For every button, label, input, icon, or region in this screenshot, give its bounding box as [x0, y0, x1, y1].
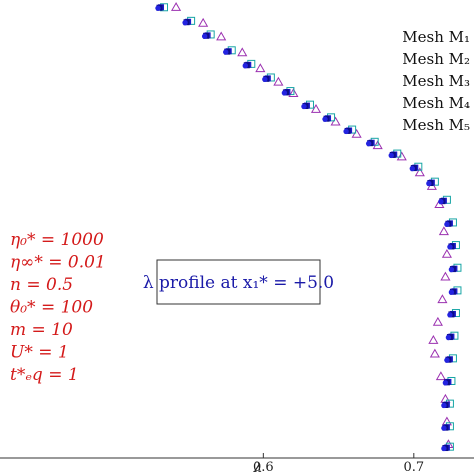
- data-point: [281, 90, 288, 96]
- data-point: [441, 248, 452, 258]
- data-point: [441, 425, 447, 431]
- data-point: [330, 116, 341, 126]
- annotation-frame: [156, 259, 321, 305]
- data-markers: [155, 2, 462, 452]
- parameter-line: n = 0.5: [10, 275, 73, 295]
- data-point: [262, 76, 268, 82]
- legend-entry: Mesh M₂: [402, 50, 470, 68]
- parameter-line: η₀* = 1000: [10, 230, 104, 250]
- parameter-line: η∞* = 0.01: [10, 253, 106, 273]
- data-point: [237, 47, 248, 57]
- data-point: [273, 76, 284, 86]
- data-point: [388, 152, 394, 159]
- data-point: [198, 17, 209, 27]
- data-point: [409, 165, 416, 172]
- series-5: [155, 5, 455, 452]
- annotation-text: λ profile at x₁* = +5.0: [143, 273, 334, 293]
- x-tick-label: 0.6: [253, 460, 274, 474]
- legend-entry: Mesh M₅: [402, 116, 470, 134]
- data-point: [242, 63, 248, 69]
- data-point: [438, 198, 444, 205]
- data-point: [447, 244, 453, 250]
- data-point: [288, 88, 299, 97]
- legend: Mesh M₁ Mesh M₂ Mesh M₃ Mesh M₄ Mesh M₅: [402, 28, 470, 134]
- parameter-line: t*ₑq = 1: [10, 365, 79, 385]
- data-point: [201, 33, 208, 39]
- data-point: [448, 266, 455, 273]
- data-point: [444, 357, 450, 363]
- legend-entry: Mesh M₄: [402, 94, 470, 112]
- data-point: [445, 334, 452, 341]
- data-point: [441, 445, 447, 452]
- data-point: [441, 402, 447, 409]
- data-point: [310, 103, 322, 113]
- data-point: [155, 5, 161, 11]
- data-point: [343, 128, 349, 135]
- annotation-box: λ profile at x₁* = +5.0: [143, 259, 334, 305]
- data-point: [432, 316, 443, 326]
- data-point: [365, 140, 372, 147]
- x-tick-label: 0.7: [403, 460, 424, 474]
- legend-entry: Mesh M₁: [402, 28, 470, 46]
- data-point: [437, 294, 448, 304]
- parameter-line: U* = 1: [10, 343, 69, 363]
- data-point: [223, 49, 229, 55]
- legend-entry: Mesh M₃: [402, 72, 470, 90]
- data-point: [396, 151, 407, 161]
- data-point: [435, 371, 446, 381]
- data-point: [448, 289, 455, 295]
- x-axis-label: λ: [253, 460, 263, 474]
- data-point: [351, 128, 362, 138]
- data-point: [170, 2, 182, 11]
- data-point: [255, 63, 266, 73]
- data-point: [429, 348, 440, 358]
- data-point: [444, 221, 450, 227]
- series-1: [170, 2, 454, 449]
- data-point: [438, 226, 449, 236]
- data-point: [426, 180, 432, 187]
- x-ticks: 0.6 0.7: [253, 453, 424, 474]
- parameter-line: m = 10: [10, 320, 73, 340]
- data-point: [447, 312, 453, 318]
- parameter-line: θ₀* = 100: [10, 298, 93, 318]
- data-point: [440, 271, 451, 281]
- data-point: [216, 31, 227, 41]
- data-point: [414, 167, 425, 177]
- data-point: [182, 19, 188, 26]
- data-point: [322, 116, 328, 122]
- data-point: [442, 380, 449, 386]
- data-point: [428, 335, 439, 344]
- data-point: [301, 103, 307, 110]
